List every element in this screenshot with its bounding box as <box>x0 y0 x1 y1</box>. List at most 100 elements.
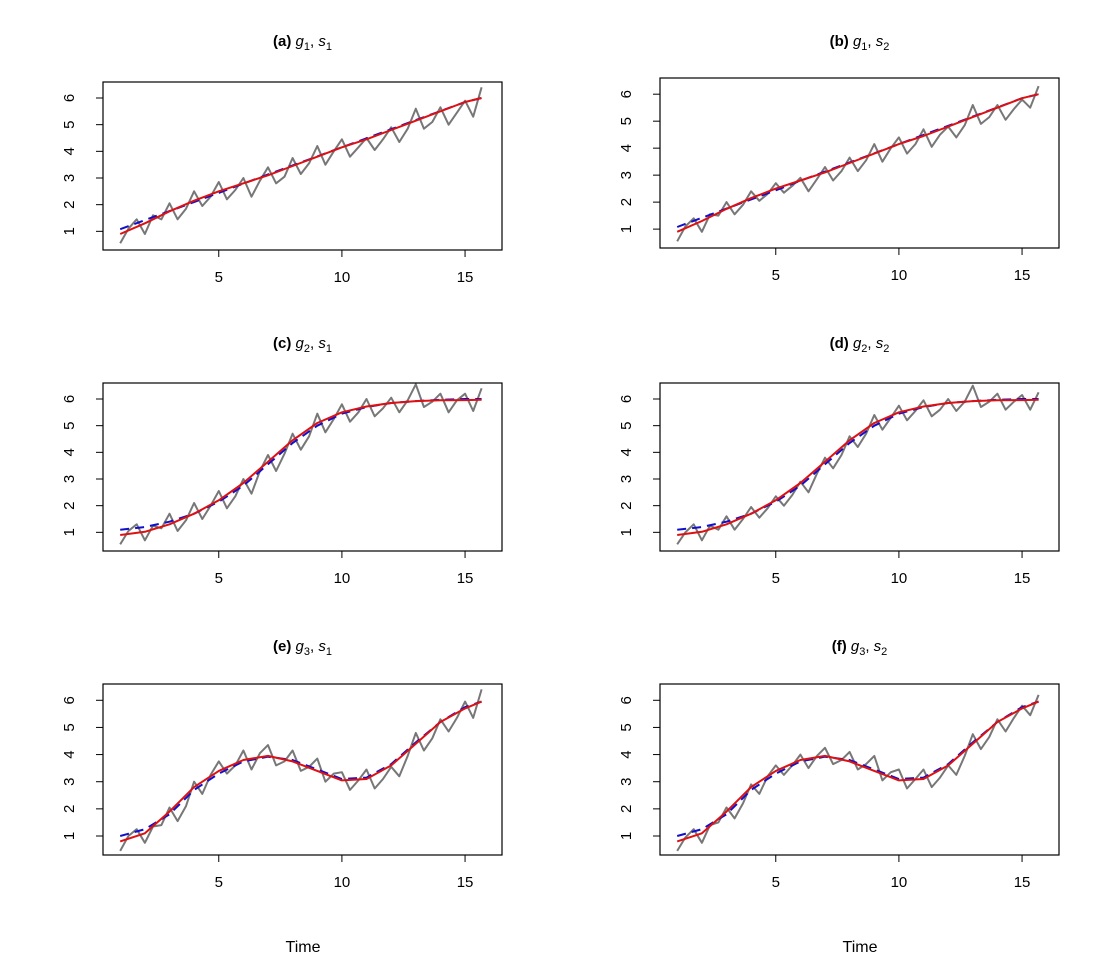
panel-title-g: g <box>296 33 305 50</box>
panel-title-prefix: (d) <box>830 335 853 352</box>
panel-title-comma: , <box>867 33 875 50</box>
x-tick-label: 15 <box>457 874 474 891</box>
series-line-trend_dashed <box>120 398 482 531</box>
y-tick-label: 1 <box>618 832 635 840</box>
y-tick-label: 2 <box>61 200 78 208</box>
plot-frame <box>659 77 1060 249</box>
y-tick-label: 1 <box>618 225 635 233</box>
y-tick-label: 5 <box>61 723 78 731</box>
panel-title-comma: , <box>310 638 318 655</box>
x-tick-label: 15 <box>1014 267 1031 284</box>
plot-frame <box>102 81 503 251</box>
series-line-observed <box>119 689 483 852</box>
y-tick-label: 4 <box>618 144 635 152</box>
series-line-observed <box>119 87 483 244</box>
x-axis-label-right: Time <box>843 939 878 956</box>
panel-title-s-subscript: 2 <box>881 646 887 658</box>
y-tick-label: 3 <box>618 778 635 786</box>
panel-title-g-subscript: 3 <box>304 646 310 658</box>
panel-title-s-subscript: 2 <box>883 343 889 355</box>
y-tick-label: 2 <box>618 198 635 206</box>
y-tick-label: 6 <box>618 90 635 98</box>
y-tick-label: 1 <box>618 528 635 536</box>
x-tick-label: 15 <box>457 570 474 587</box>
y-tick-label: 6 <box>618 696 635 704</box>
x-tick-label: 5 <box>772 874 780 891</box>
y-tick-label: 6 <box>61 395 78 403</box>
y-tick-label: 2 <box>61 501 78 509</box>
panel-title-g-subscript: 2 <box>861 343 867 355</box>
panel-title-prefix: (c) <box>273 335 296 352</box>
panel-title-s: s <box>318 335 326 352</box>
plot-frame <box>659 382 1060 552</box>
panel-title-g: g <box>853 33 862 50</box>
x-tick-label: 5 <box>215 874 223 891</box>
panel-title-s: s <box>876 335 884 352</box>
panel-title-comma: , <box>310 335 318 352</box>
series-line-observed <box>676 85 1040 242</box>
panel-title-comma: , <box>867 335 875 352</box>
y-tick-label: 5 <box>61 421 78 429</box>
panel-title: (d) g2, s2 <box>830 335 890 355</box>
y-tick-label: 3 <box>61 778 78 786</box>
x-tick-label: 15 <box>1014 570 1031 587</box>
y-tick-label: 6 <box>61 94 78 102</box>
panel-title-prefix: (e) <box>273 638 296 655</box>
x-tick-label: 10 <box>334 269 351 286</box>
x-axis-label-left: Time <box>286 939 321 956</box>
panel-title-s: s <box>318 638 326 655</box>
y-tick-label: 2 <box>618 805 635 813</box>
y-tick-label: 4 <box>61 448 78 456</box>
panel-title-s: s <box>876 33 884 50</box>
panel-title-s: s <box>874 638 882 655</box>
series-line-trend_solid <box>676 700 1039 843</box>
panel-title-comma: , <box>310 33 318 50</box>
panel-title-g: g <box>296 335 305 352</box>
x-tick-label: 10 <box>334 570 351 587</box>
series-line-trend_solid <box>119 97 482 235</box>
x-tick-label: 5 <box>772 267 780 284</box>
y-tick-label: 1 <box>61 528 78 536</box>
panel-title: (f) g3, s2 <box>832 638 888 658</box>
panel-title-g: g <box>296 638 305 655</box>
y-tick-label: 1 <box>61 832 78 840</box>
x-tick-label: 5 <box>215 570 223 587</box>
panel-title-s-subscript: 1 <box>326 646 332 658</box>
panel-title-s-subscript: 2 <box>883 41 889 53</box>
plot-frame <box>102 683 503 856</box>
panel-title-s: s <box>318 33 326 50</box>
panel-title-g-subscript: 1 <box>304 41 310 53</box>
panel-title-s-subscript: 1 <box>326 343 332 355</box>
panel-title-comma: , <box>865 638 873 655</box>
y-tick-label: 4 <box>618 448 635 456</box>
panel-title-g-subscript: 2 <box>304 343 310 355</box>
series-line-trend_solid <box>120 398 482 536</box>
plot-frame <box>659 683 1060 856</box>
series-line-observed <box>676 384 1040 545</box>
y-tick-label: 5 <box>618 117 635 125</box>
y-tick-label: 1 <box>61 227 78 235</box>
panel-title: (e) g3, s1 <box>273 638 332 658</box>
series-line-observed <box>119 383 483 545</box>
y-tick-label: 3 <box>61 174 78 182</box>
panel-title-g-subscript: 1 <box>861 41 867 53</box>
panel-title-s-subscript: 1 <box>326 41 332 53</box>
y-tick-label: 6 <box>618 395 635 403</box>
plot-frame <box>102 382 503 552</box>
x-tick-label: 10 <box>891 570 908 587</box>
y-tick-label: 3 <box>618 171 635 179</box>
panel-title-g: g <box>853 335 862 352</box>
y-tick-label: 3 <box>61 475 78 483</box>
y-tick-label: 5 <box>618 723 635 731</box>
y-tick-label: 2 <box>61 805 78 813</box>
x-tick-label: 5 <box>772 570 780 587</box>
series-line-trend_solid <box>676 93 1039 233</box>
x-tick-label: 5 <box>215 269 223 286</box>
panel-title-prefix: (a) <box>273 33 296 50</box>
